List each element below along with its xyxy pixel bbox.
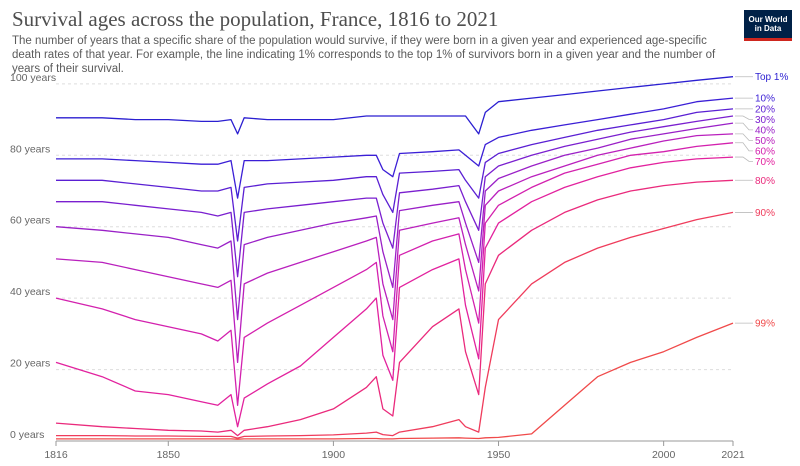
y-tick-label: 40 years xyxy=(10,286,50,298)
series-label-connector xyxy=(735,133,753,141)
series-line xyxy=(55,122,734,321)
series-line xyxy=(55,179,734,437)
series-label: 20% xyxy=(755,104,775,115)
logo-line1: Our World xyxy=(748,15,788,24)
x-tick-label: 2021 xyxy=(721,449,745,461)
owid-logo[interactable]: Our World in Data xyxy=(744,10,792,41)
y-tick-label: 0 years xyxy=(10,429,44,441)
series-label-connector xyxy=(735,115,753,120)
series-label-connector xyxy=(735,122,753,131)
series-label: 40% xyxy=(755,125,775,136)
series-line xyxy=(56,211,734,439)
series-line xyxy=(55,133,734,364)
chart-subtitle: The number of years that a specific shar… xyxy=(12,35,716,75)
series-label: 80% xyxy=(755,176,775,187)
series-line xyxy=(56,108,734,242)
series-label: 99% xyxy=(755,319,775,330)
series-label: 10% xyxy=(755,94,775,105)
x-tick-label: 1816 xyxy=(44,449,68,461)
logo-line2: in Data xyxy=(754,24,782,33)
series-label-connector xyxy=(735,142,753,152)
x-tick-label: 1950 xyxy=(487,449,511,461)
series-line xyxy=(56,115,734,278)
series-label: 50% xyxy=(755,136,775,147)
series-line xyxy=(56,97,734,199)
series-label: 60% xyxy=(755,146,775,157)
y-tick-label: 100 years xyxy=(10,72,56,84)
series-line xyxy=(55,142,734,406)
series-label: Top 1% xyxy=(755,72,788,83)
series-label: 90% xyxy=(755,208,775,219)
series-line xyxy=(55,156,734,428)
series-label: 30% xyxy=(755,115,775,126)
y-tick-label: 60 years xyxy=(10,215,50,227)
x-tick-label: 2000 xyxy=(652,449,676,461)
series-line xyxy=(56,322,734,440)
y-tick-label: 80 years xyxy=(10,143,50,155)
chart-title: Survival ages across the population, Fra… xyxy=(12,7,499,31)
y-tick-label: 20 years xyxy=(10,358,50,370)
series-label: 70% xyxy=(755,157,775,168)
x-tick-label: 1900 xyxy=(322,449,346,461)
series-label-connector xyxy=(735,156,753,162)
series-line xyxy=(56,76,734,135)
x-tick-label: 1850 xyxy=(157,449,181,461)
